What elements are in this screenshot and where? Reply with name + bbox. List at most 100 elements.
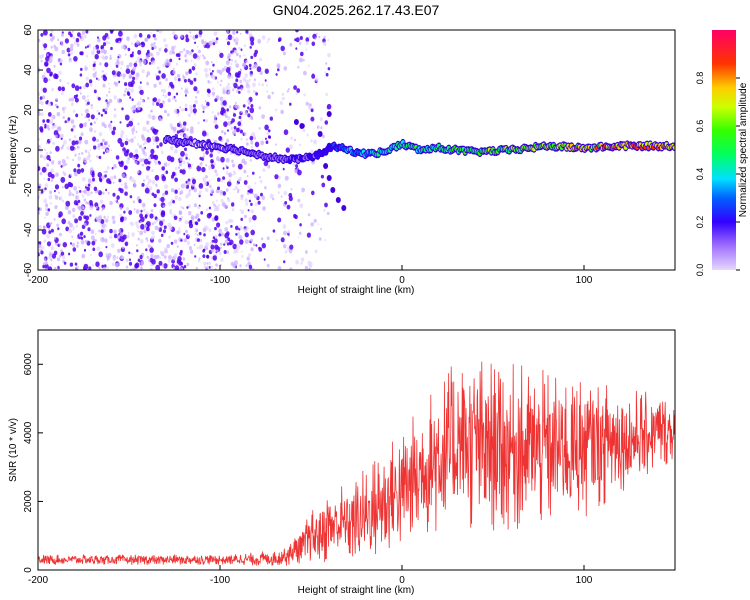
noise-speckle [310,222,314,227]
noise-speckle [190,59,193,63]
noise-speckle [84,46,87,49]
noise-speckle [229,105,232,109]
colorbar-tick-label: 0.4 [695,168,705,181]
noise-speckle [49,138,53,142]
noise-speckle [51,125,55,130]
noise-speckle [315,77,319,82]
noise-speckle [258,246,261,250]
noise-speckle [101,122,106,127]
noise-speckle [226,38,228,41]
noise-speckle [225,188,229,192]
noise-speckle [40,190,44,194]
noise-speckle [57,106,60,109]
noise-speckle [261,195,266,200]
noise-speckle [238,115,242,120]
noise-speckle [172,200,176,204]
noise-speckle [40,59,43,63]
noise-speckle [108,90,111,94]
noise-speckle [197,218,201,222]
noise-speckle [102,266,107,270]
noise-speckle [58,197,61,200]
noise-speckle [62,144,65,148]
noise-speckle [145,175,150,180]
noise-speckle [55,145,60,152]
noise-speckle [100,113,103,117]
noise-speckle [82,177,86,182]
noise-speckle [65,200,71,207]
noise-speckle [83,34,87,39]
noise-speckle [182,184,185,188]
noise-speckle [145,184,149,189]
noise-speckle [261,242,266,249]
noise-speckle [90,229,95,234]
noise-speckle [302,58,305,62]
noise-speckle [112,256,117,262]
noise-speckle [310,139,313,143]
noise-speckle [164,94,168,99]
noise-speckle [217,177,221,182]
noise-speckle [64,120,67,124]
noise-speckle [129,177,131,180]
noise-speckle [156,189,160,194]
noise-speckle [183,108,186,111]
noise-speckle [266,84,268,87]
noise-speckle [184,54,187,58]
noise-speckle [84,99,88,103]
noise-speckle [50,30,54,34]
noise-speckle [131,98,134,101]
noise-speckle [98,229,101,233]
noise-speckle [192,104,196,108]
noise-speckle [107,144,110,148]
noise-speckle [154,225,159,231]
noise-speckle [84,149,88,153]
noise-speckle [152,235,155,239]
noise-speckle [235,233,238,236]
noise-speckle [104,62,109,68]
noise-speckle [68,138,72,142]
noise-speckle [197,238,200,242]
noise-speckle [294,169,298,174]
noise-speckle [46,233,50,239]
noise-speckle [224,239,228,244]
noise-speckle [264,79,267,82]
noise-speckle [128,62,133,68]
noise-speckle [218,228,223,234]
noise-speckle [244,73,248,78]
noise-speckle [133,183,137,188]
noise-speckle [111,262,115,267]
noise-speckle [60,58,64,63]
noise-speckle [243,169,247,174]
noise-speckle [135,209,140,214]
noise-speckle [223,250,227,254]
noise-speckle [154,73,157,77]
noise-speckle [40,112,44,117]
noise-speckle [276,238,278,242]
noise-speckle [146,120,150,125]
noise-speckle [145,248,148,252]
noise-speckle [50,246,54,251]
noise-speckle [135,221,139,226]
noise-speckle [159,256,162,259]
noise-speckle [233,50,237,54]
noise-speckle [202,152,206,156]
noise-speckle [137,258,141,262]
noise-speckle [314,249,318,254]
noise-speckle [58,70,62,75]
noise-speckle [249,135,254,141]
noise-speckle [235,225,239,231]
noise-speckle [147,34,151,39]
noise-speckle [158,161,162,165]
noise-speckle [149,247,154,253]
noise-speckle [88,118,90,122]
noise-speckle [295,92,298,96]
noise-speckle [94,202,99,208]
noise-speckle [101,70,104,73]
noise-speckle [185,34,189,39]
noise-speckle [76,241,79,245]
noise-speckle [215,37,219,41]
noise-speckle [188,51,192,56]
noise-speckle [175,92,179,96]
noise-speckle [120,218,123,223]
noise-speckle [223,65,227,70]
